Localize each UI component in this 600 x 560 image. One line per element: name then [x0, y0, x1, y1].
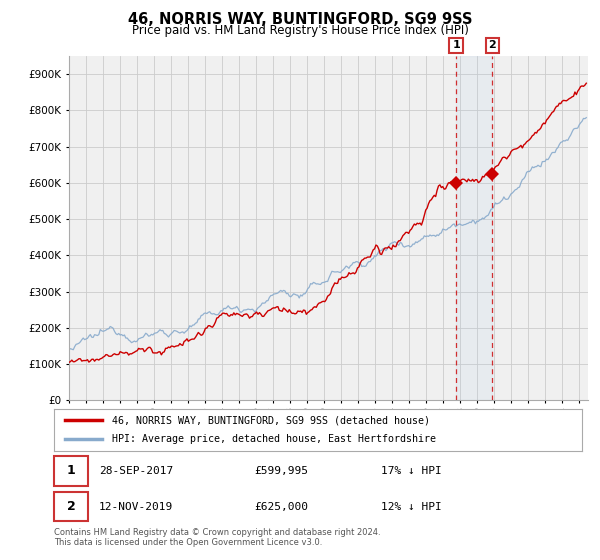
Text: £625,000: £625,000 — [254, 502, 308, 511]
Text: 46, NORRIS WAY, BUNTINGFORD, SG9 9SS (detached house): 46, NORRIS WAY, BUNTINGFORD, SG9 9SS (de… — [112, 415, 430, 425]
Text: This data is licensed under the Open Government Licence v3.0.: This data is licensed under the Open Gov… — [54, 538, 322, 547]
FancyBboxPatch shape — [54, 492, 88, 521]
Text: 2: 2 — [67, 500, 76, 513]
Text: 46, NORRIS WAY, BUNTINGFORD, SG9 9SS: 46, NORRIS WAY, BUNTINGFORD, SG9 9SS — [128, 12, 472, 27]
FancyBboxPatch shape — [54, 456, 88, 486]
Text: 2: 2 — [488, 40, 496, 50]
Text: 12-NOV-2019: 12-NOV-2019 — [99, 502, 173, 511]
Text: 1: 1 — [67, 464, 76, 478]
Text: 28-SEP-2017: 28-SEP-2017 — [99, 466, 173, 476]
Text: Price paid vs. HM Land Registry's House Price Index (HPI): Price paid vs. HM Land Registry's House … — [131, 24, 469, 36]
Text: HPI: Average price, detached house, East Hertfordshire: HPI: Average price, detached house, East… — [112, 435, 436, 445]
Text: £599,995: £599,995 — [254, 466, 308, 476]
Text: 17% ↓ HPI: 17% ↓ HPI — [382, 466, 442, 476]
Text: Contains HM Land Registry data © Crown copyright and database right 2024.: Contains HM Land Registry data © Crown c… — [54, 528, 380, 536]
Text: 12% ↓ HPI: 12% ↓ HPI — [382, 502, 442, 511]
Text: 1: 1 — [452, 40, 460, 50]
Bar — [456, 56, 492, 400]
